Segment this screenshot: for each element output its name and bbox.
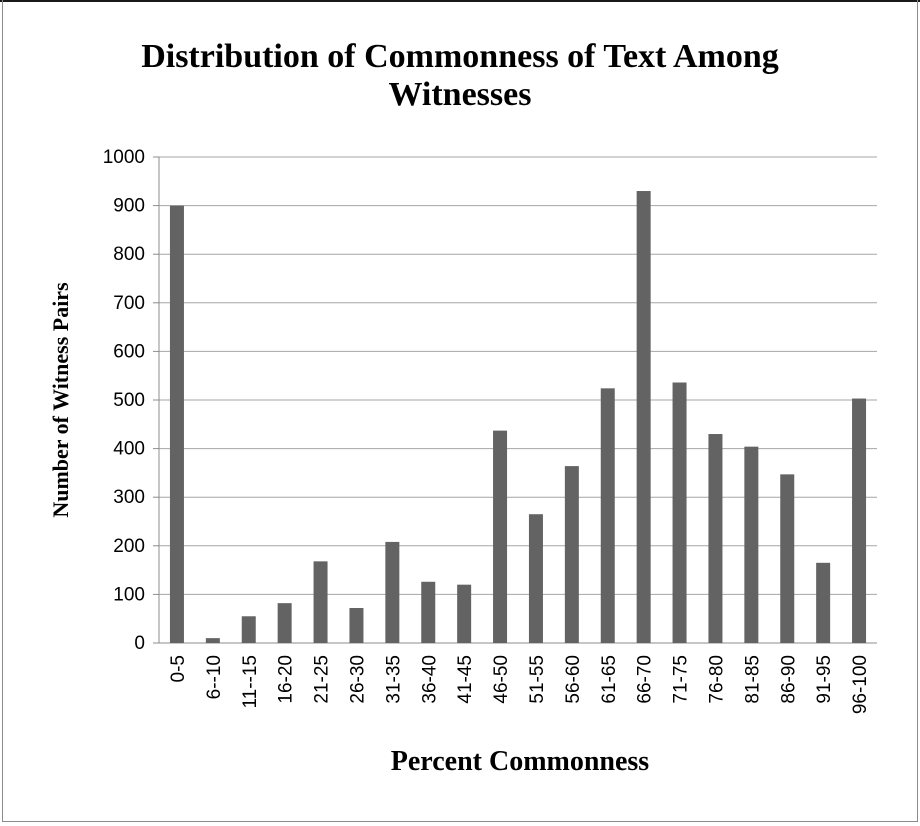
x-tick-label: 61-65 (599, 655, 620, 704)
x-tick-label: 11--15 (240, 655, 261, 709)
x-tick-labels: 0-5 6--10 11--15 16-20 21-25 26-30 31-35 36-40 4… (168, 655, 871, 714)
x-tick-label: 91-95 (814, 655, 835, 704)
x-tick-label: 76-80 (706, 655, 727, 704)
y-tick-label: 200 (113, 536, 145, 557)
x-tick-label: 86-90 (778, 655, 799, 704)
x-tick-label: 51-55 (527, 655, 548, 704)
bars (169, 191, 867, 643)
x-tick-label: 36-40 (419, 655, 440, 704)
bar-31-35 (385, 541, 400, 643)
x-tick-label: 21-25 (312, 655, 333, 704)
x-tick-label: 46-50 (491, 655, 512, 704)
gridlines (153, 156, 877, 644)
x-tick-label: 6--10 (204, 655, 225, 699)
y-tick-label: 600 (113, 341, 145, 362)
x-tick-label: 41-45 (455, 655, 476, 704)
y-tick-label: 1000 (103, 147, 145, 168)
bar-61-65 (600, 388, 615, 643)
bar-0-5 (169, 205, 184, 643)
x-tick-label: 16-20 (276, 655, 297, 704)
x-tick-label: 26-30 (347, 655, 368, 704)
chart-title: Distribution of Commonness of Text Among… (141, 38, 779, 113)
top-border (0, 0, 920, 2)
y-tick-label: 800 (113, 244, 145, 265)
x-tick-label: 71-75 (671, 655, 692, 704)
bar-11--15 (241, 616, 256, 643)
bar-81-85 (744, 446, 759, 643)
bar-26-30 (349, 608, 364, 643)
bar-46-50 (493, 430, 508, 643)
bar-16-20 (277, 603, 292, 643)
y-tick-label: 0 (134, 633, 145, 654)
x-tick-label: 0-5 (168, 655, 189, 682)
x-tick-label: 81-85 (742, 655, 763, 704)
bar-41-45 (457, 584, 472, 643)
bar-51-55 (528, 514, 543, 643)
bar-66-70 (636, 191, 651, 643)
bar-36-40 (421, 581, 436, 643)
bar-76-80 (708, 434, 723, 643)
y-tick-label: 400 (113, 439, 145, 460)
y-tick-label: 500 (113, 390, 145, 411)
bar-6--10 (205, 638, 220, 643)
x-axis-label: Percent Commonness (390, 746, 650, 777)
x-tick-label: 96-100 (850, 655, 871, 714)
x-tick-label: 31-35 (383, 655, 404, 704)
y-tick-label: 300 (113, 487, 145, 508)
bar-96-100 (852, 398, 867, 643)
bar-91-95 (816, 562, 831, 643)
bar-21-25 (313, 561, 328, 643)
bar-56-60 (564, 466, 579, 643)
y-tick-label: 100 (113, 584, 145, 605)
x-tick-label: 56-60 (563, 655, 584, 704)
bar-71-75 (672, 382, 687, 643)
y-tick-label: 900 (113, 196, 145, 217)
x-tick-label: 66-70 (635, 655, 656, 704)
y-tick-labels: 0 100 200 300 400 500 600 700 800 900 1000 (103, 147, 145, 654)
y-tick-label: 700 (113, 293, 145, 314)
bar-86-90 (780, 474, 795, 643)
